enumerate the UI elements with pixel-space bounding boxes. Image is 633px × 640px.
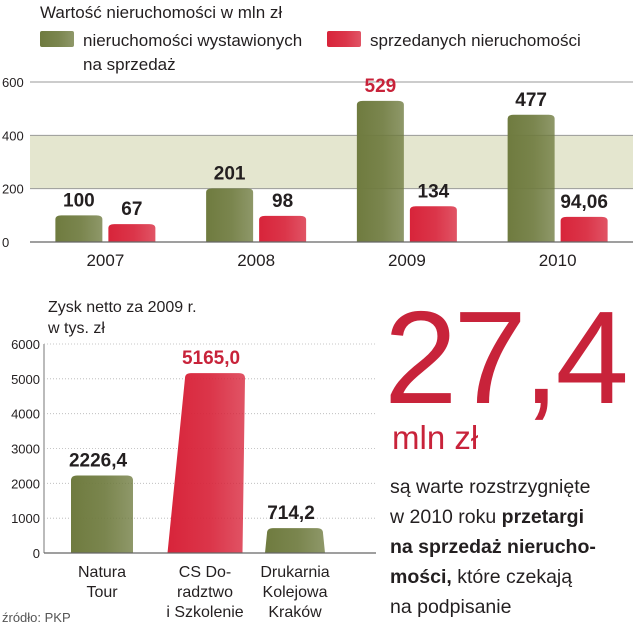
y-tick-label: 6000 [11, 337, 40, 352]
x-tick-label: Kolejowa [263, 584, 328, 601]
data-label: 2226,4 [69, 450, 128, 471]
legend-label-offered: nieruchomości wystawionych [83, 31, 302, 50]
y-tick-label: 3000 [11, 442, 40, 457]
property-value-chart: Wartość nieruchomości w mln zł nieruchomo… [2, 3, 633, 270]
y-tick-label: 0 [2, 235, 9, 250]
y-tick-label: 400 [2, 128, 24, 143]
x-tick-label: Drukarnia [260, 564, 329, 581]
chart-subtitle: w tys. zł [47, 320, 105, 337]
highlight-text-part: które czekają [457, 566, 573, 588]
x-tick-label: Kraków [268, 604, 322, 621]
highlight-text-part: są warte rozstrzygnięte [390, 476, 591, 498]
y-tick-label: 4000 [11, 407, 40, 422]
data-label: 134 [418, 181, 450, 202]
highlight-text-part: przetargi [501, 506, 585, 528]
y-tick-label: 0 [33, 546, 40, 561]
bar [167, 373, 245, 553]
data-label: 67 [121, 199, 142, 220]
x-tick-label: Natura [78, 564, 126, 581]
bar [71, 475, 133, 553]
x-tick-label: 2009 [388, 251, 426, 270]
x-tick-label: 2008 [237, 251, 275, 270]
highlight-unit: mln zł [392, 419, 479, 456]
y-tick-label: 200 [2, 182, 24, 197]
bar [409, 206, 457, 242]
highlight-text-part: na sprzedaż nierucho- [390, 536, 596, 558]
legend-label-offered: na sprzedaż [83, 55, 176, 74]
bar [259, 215, 307, 242]
data-label: 5165,0 [182, 348, 240, 369]
y-tick-label: 2000 [11, 476, 40, 491]
chart-title: Zysk netto za 2009 r. [48, 299, 197, 316]
x-tick-label: CS Do- [179, 564, 231, 581]
highlight-text-part: na podpisanie [390, 596, 512, 618]
bar [507, 114, 555, 242]
data-label: 714,2 [267, 503, 315, 524]
x-tick-label: radztwo [177, 584, 233, 601]
highlight-text-part: w 2010 roku [390, 506, 497, 528]
data-label: 94,06 [560, 192, 608, 213]
y-tick-label: 600 [2, 75, 24, 90]
legend-swatch-offered [40, 31, 74, 47]
legend-label-sold: sprzedanych nieruchomości [370, 31, 581, 50]
x-tick-label: 2010 [539, 251, 577, 270]
legend-swatch-sold [327, 31, 361, 47]
bar [265, 528, 325, 553]
data-label: 201 [214, 163, 246, 184]
x-tick-label: Tour [86, 584, 118, 601]
x-tick-label: i Szkolenie [166, 604, 243, 621]
source-note: źródło: PKP [2, 610, 71, 625]
bar [108, 224, 156, 242]
data-label: 477 [515, 90, 547, 111]
chart-title: Wartość nieruchomości w mln zł [40, 3, 282, 22]
bar [55, 215, 103, 242]
net-profit-chart: Zysk netto za 2009 r. w tys. zł 0 1000 2000 3… [11, 299, 376, 621]
data-label: 529 [365, 76, 397, 97]
y-tick-label: 1000 [11, 511, 40, 526]
highlight-text-part: mości, [390, 566, 452, 588]
y-tick-label: 5000 [11, 372, 40, 387]
data-label: 98 [272, 191, 293, 212]
highlight-number: 27,4 [384, 284, 629, 431]
x-tick-label: 2007 [86, 251, 124, 270]
bar [356, 100, 404, 242]
highlight-text: są warte rozstrzygnięte w 2010 roku prze… [390, 472, 630, 622]
bar [206, 188, 254, 242]
data-label: 100 [63, 190, 95, 211]
bar [560, 216, 608, 242]
